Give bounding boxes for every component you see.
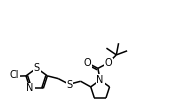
Text: Cl: Cl (9, 70, 19, 80)
Text: O: O (84, 58, 91, 68)
Text: O: O (105, 58, 112, 68)
Text: S: S (34, 63, 40, 73)
Text: N: N (96, 75, 104, 85)
Text: N: N (26, 83, 34, 93)
Text: S: S (66, 80, 72, 90)
